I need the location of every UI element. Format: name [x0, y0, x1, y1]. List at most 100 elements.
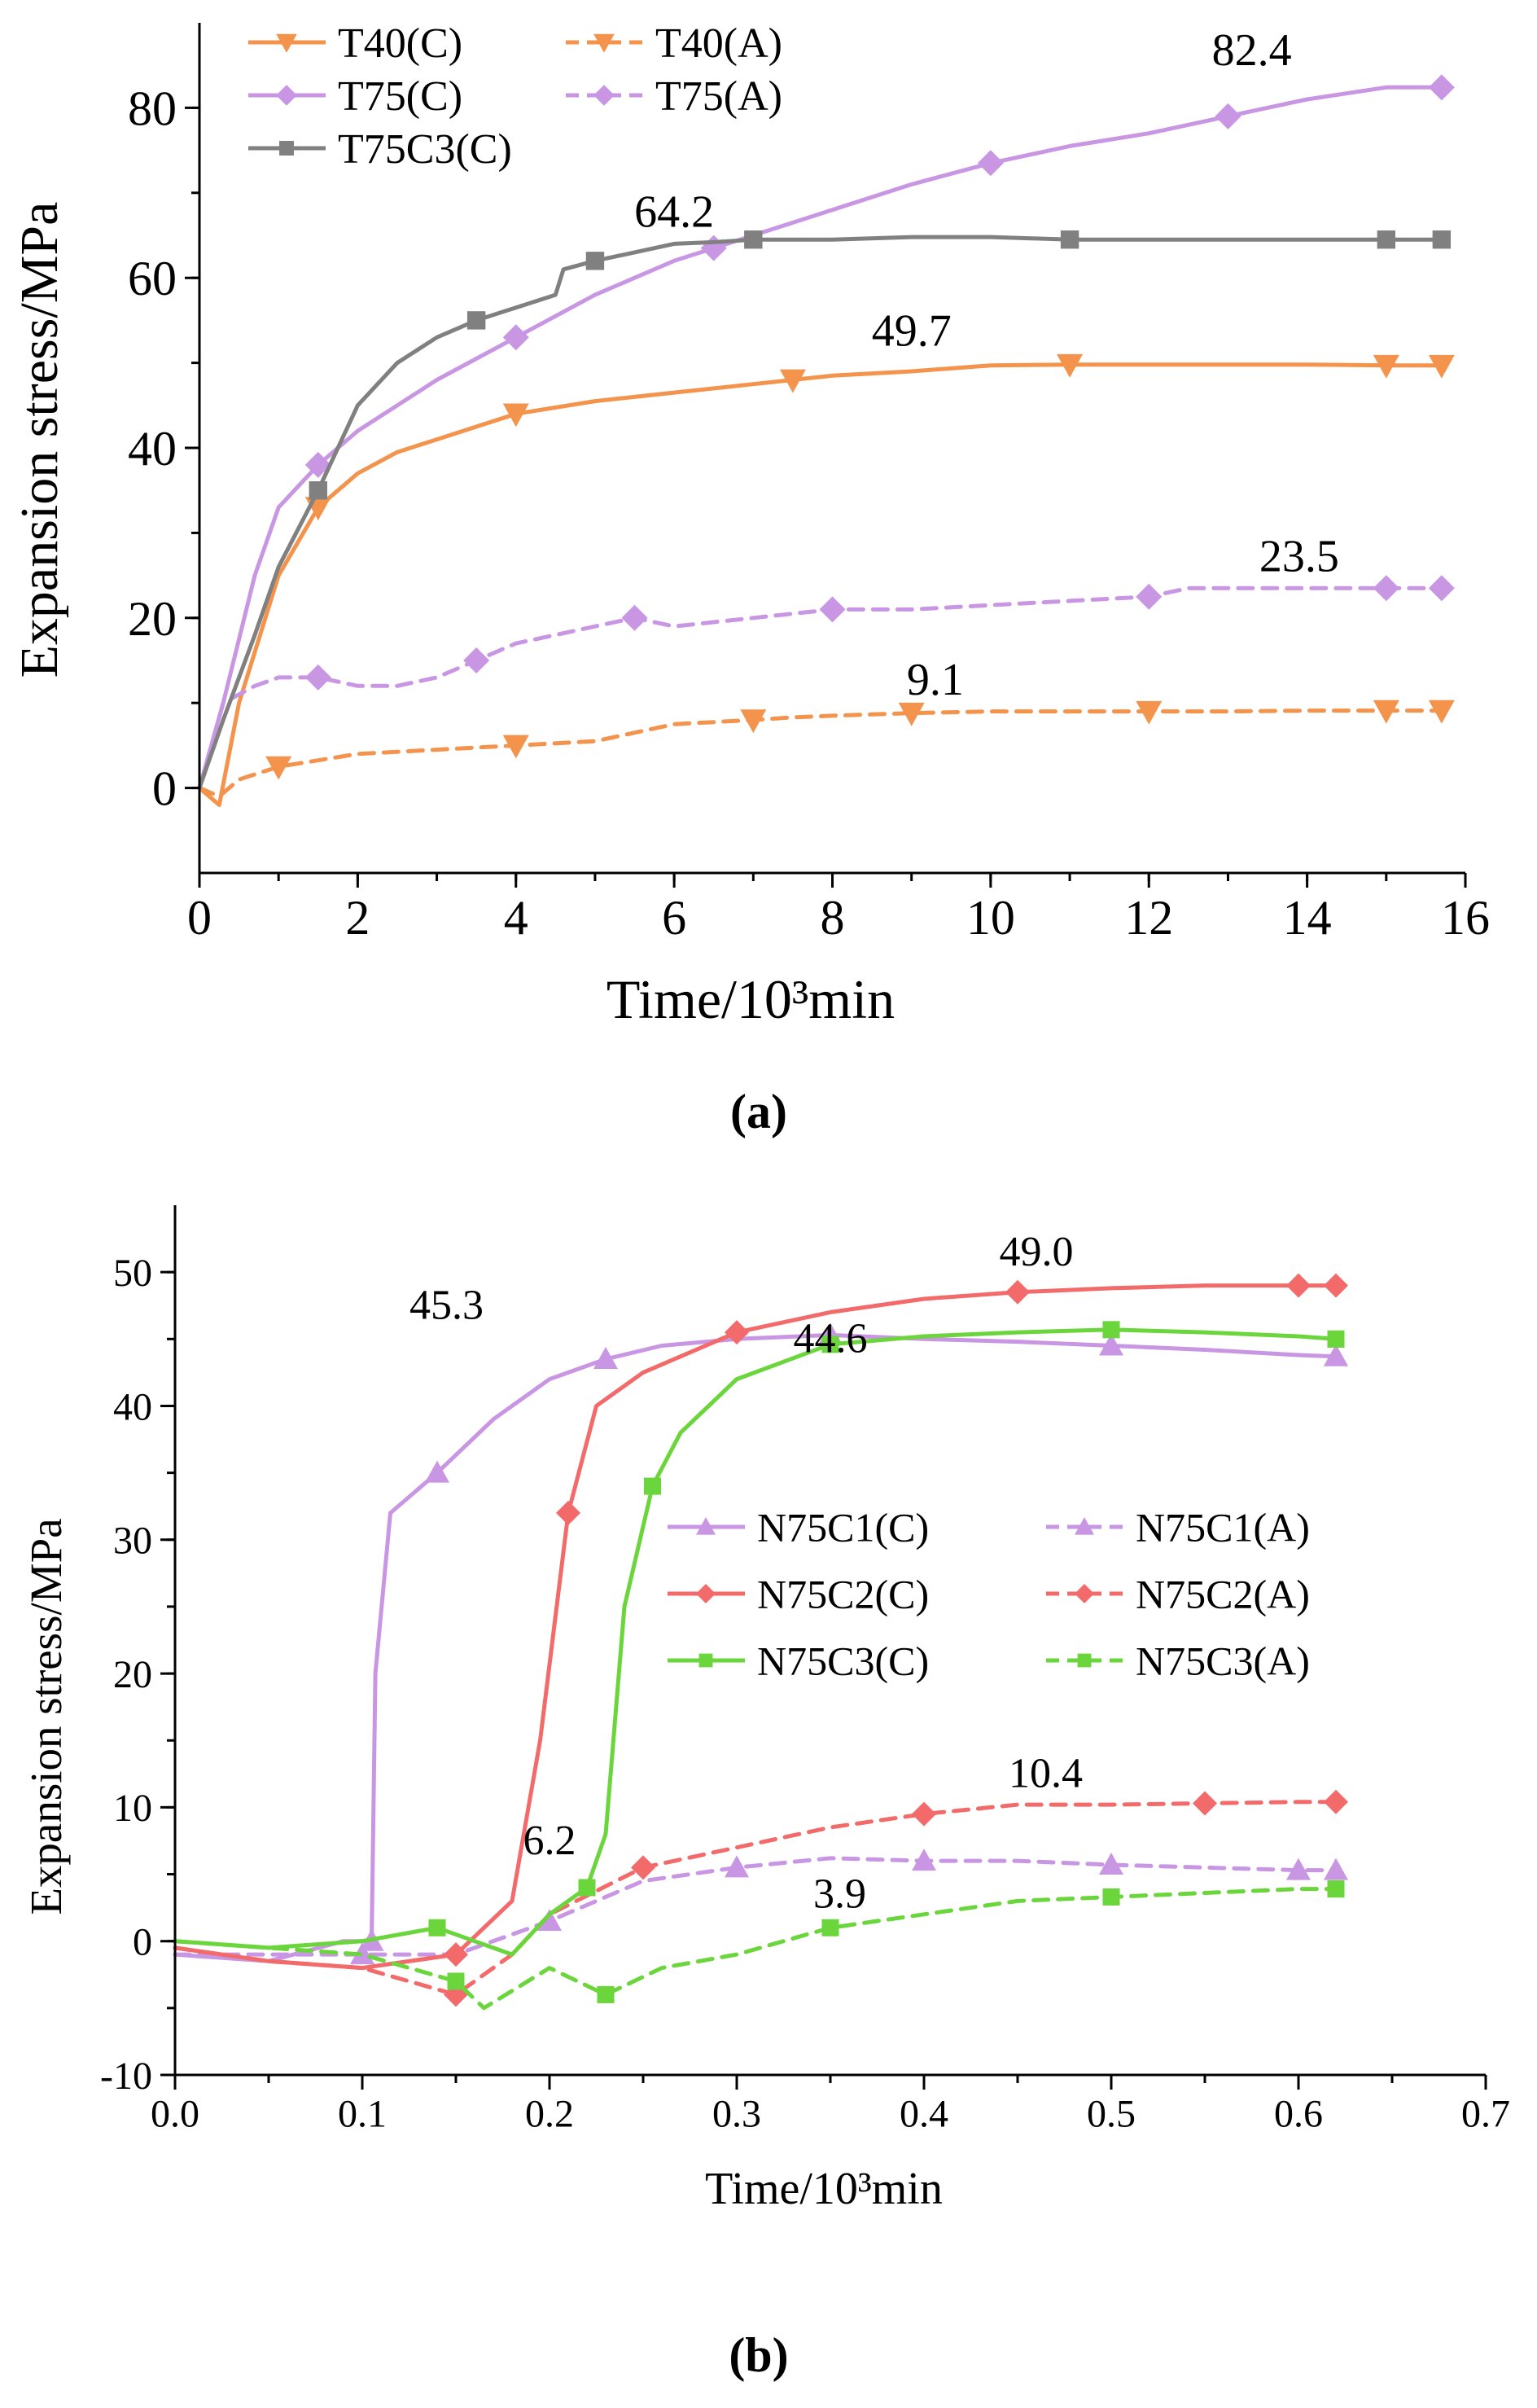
- series-line-t40-c: [197, 362, 1444, 807]
- x-tick-label: 4: [504, 891, 528, 945]
- x-tick-label: 12: [1124, 891, 1173, 945]
- series-point-t40-c: [1373, 354, 1399, 379]
- x-tick-label: 0.4: [900, 2093, 948, 2136]
- series-line-t75-c: [197, 85, 1444, 791]
- y-tick-label: 80: [128, 81, 177, 135]
- x-tick-label: 6: [662, 891, 686, 945]
- y-tick-label: 30: [113, 1520, 152, 1563]
- series-point-n75c3-a: [447, 1972, 465, 1990]
- data-label: 23.5: [1259, 531, 1339, 581]
- y-tick-label: 50: [113, 1252, 152, 1295]
- legend-marker-t40-c: [276, 33, 297, 53]
- panel-b-chart: 0.0 0.1 0.2 0.3 0.4 0.5 0.6 0.7 -10 0 10 20 30 40 50 N…: [21, 1205, 1510, 2382]
- series-point-n75c3-c: [428, 1919, 446, 1936]
- legend-label-t75c3-c: T75C3(C): [338, 126, 512, 173]
- series-point-n75c3-c: [1327, 1330, 1345, 1348]
- x-tick-label: 0.3: [712, 2093, 761, 2136]
- x-tick-label: 0.2: [525, 2093, 574, 2136]
- data-label: 49.7: [872, 306, 952, 357]
- series-line-n75c2-a: [173, 1800, 1338, 1997]
- x-tick-label: 16: [1441, 891, 1490, 945]
- series-point-n75c3-a: [1102, 1888, 1120, 1906]
- legend-label-n75c2-a: N75C2(A): [1136, 1572, 1310, 1617]
- series-point-t75c3-c: [466, 311, 486, 330]
- series-point-n75c1-c: [1099, 1333, 1123, 1356]
- y-tick-label: 40: [128, 422, 177, 476]
- panel-b-caption: (b): [729, 2328, 788, 2382]
- x-tick-label: 0.0: [151, 2093, 199, 2136]
- series-point-t75-a: [1136, 583, 1163, 610]
- legend-label-n75c1-a: N75C1(A): [1136, 1505, 1310, 1551]
- series-point-n75c1-c: [1324, 1344, 1348, 1366]
- y-tick-label: 60: [128, 252, 177, 305]
- series-point-n75c2-a: [1193, 1791, 1217, 1816]
- series-point-t75-c: [977, 150, 1004, 177]
- series-point-t75c3-c: [744, 230, 763, 249]
- series-point-t40-c: [779, 369, 806, 393]
- data-label: 6.2: [523, 1818, 576, 1864]
- panel-a-y-axis-title: Expansion stress/MPa: [10, 202, 69, 678]
- series-point-t75-a: [819, 596, 846, 623]
- series-point-t40-a: [898, 702, 925, 726]
- series-point-n75c1-a: [1099, 1853, 1123, 1875]
- series-line-n75c1-a: [173, 1856, 1338, 1957]
- y-tick-label: 0: [133, 1920, 152, 1963]
- data-label: 45.3: [409, 1283, 484, 1329]
- series-line-t40-a: [197, 708, 1444, 799]
- series-point-n75c3-a: [597, 1985, 615, 2003]
- series-point-t75-c: [1428, 74, 1455, 101]
- panel-b-y-axis-title: Expansion stress/MPa: [21, 1518, 71, 1915]
- series-point-n75c1-a: [1286, 1858, 1311, 1880]
- panel-a-x-axis-title: Time/10³min: [606, 968, 895, 1030]
- x-tick-label: 10: [966, 891, 1015, 945]
- series-point-n75c3-a: [821, 1919, 839, 1936]
- series-point-t75c3-c: [309, 481, 327, 500]
- series-point-n75c1-a: [350, 1942, 374, 1965]
- series-point-t40-a: [1428, 700, 1455, 724]
- legend-marker-n75c1-a: [1075, 1517, 1094, 1535]
- legend-marker-t75-c: [276, 85, 297, 106]
- series-point-t40-a: [265, 756, 292, 780]
- panel-b-x-axis-title: Time/10³min: [705, 2164, 943, 2214]
- series-point-n75c1-a: [912, 1849, 936, 1871]
- legend-label-n75c2-c: N75C2(C): [757, 1572, 929, 1617]
- legend-label-t75-a: T75(A): [655, 73, 782, 120]
- legend-label-t40-c: T40(C): [338, 20, 462, 67]
- series-point-t75-a: [304, 664, 331, 691]
- x-tick-label: 0: [187, 891, 212, 945]
- series-point-t40-a: [1373, 700, 1399, 724]
- x-tick-label: 14: [1283, 891, 1332, 945]
- panel-b-axes: 0.0 0.1 0.2 0.3 0.4 0.5 0.6 0.7 -10 0 10 20 30 40 50: [100, 1205, 1510, 2136]
- series-point-t75c3-c: [1432, 230, 1452, 249]
- y-tick-label: 20: [128, 592, 177, 646]
- data-label: 3.9: [813, 1871, 866, 1918]
- legend-marker-n75c2-c: [696, 1584, 716, 1603]
- series-point-t75-a: [463, 647, 490, 673]
- legend-marker-n75c3-c: [698, 1653, 713, 1668]
- panel-a-annotations: 82.4 64.2 49.7 23.5 9.1: [634, 25, 1339, 705]
- series-point-n75c1-a: [725, 1855, 749, 1878]
- series-point-n75c2-a: [912, 1801, 936, 1827]
- series-point-t75-c: [1215, 103, 1241, 129]
- series-point-t75-a: [1373, 575, 1399, 602]
- series-point-t75c3-c: [585, 252, 605, 270]
- series-point-n75c2-c: [725, 1320, 749, 1345]
- panel-a-series: [197, 74, 1455, 807]
- panel-b-legend: N75C1(C) N75C1(A) N75C2(C) N75C2(A) N75C3(C)…: [668, 1505, 1310, 1684]
- data-label: 9.1: [907, 655, 964, 705]
- series-line-n75c2-c: [173, 1283, 1338, 1971]
- series-point-n75c3-a: [1327, 1880, 1345, 1898]
- series-point-t75c3-c: [1377, 230, 1396, 249]
- legend-label-t75-c: T75(C): [338, 73, 462, 120]
- y-tick-label: 0: [152, 762, 177, 816]
- data-label: 64.2: [634, 187, 714, 238]
- series-point-n75c2-a: [1324, 1789, 1348, 1814]
- legend-marker-n75c2-a: [1075, 1584, 1094, 1603]
- data-label: 44.6: [794, 1316, 868, 1362]
- x-tick-label: 8: [821, 891, 845, 945]
- series-point-t40-a: [1136, 700, 1163, 725]
- legend-label-n75c3-c: N75C3(C): [757, 1638, 929, 1684]
- data-label: 49.0: [1000, 1229, 1074, 1275]
- series-point-n75c1-a: [1324, 1858, 1348, 1880]
